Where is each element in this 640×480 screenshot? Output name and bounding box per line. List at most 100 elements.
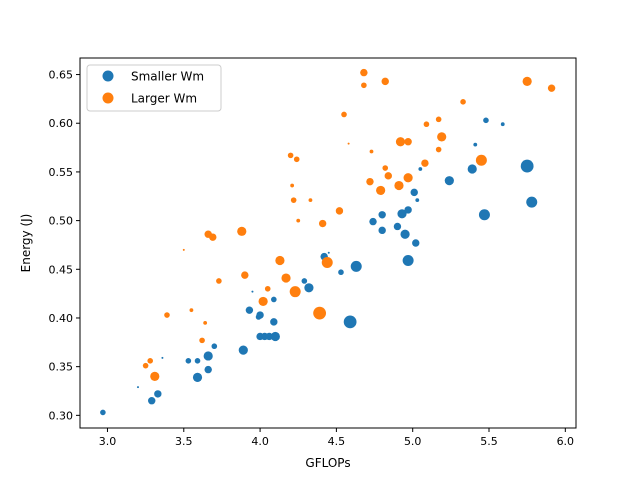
data-point [435, 116, 442, 123]
data-point [216, 278, 222, 284]
data-point [321, 256, 333, 268]
data-point [381, 77, 389, 86]
y-tick-label: 0.55 [49, 166, 74, 179]
data-point [412, 239, 420, 247]
data-point [404, 206, 412, 214]
data-point [400, 229, 410, 239]
data-point [341, 111, 347, 118]
data-point [327, 251, 330, 254]
data-point [290, 183, 295, 188]
data-point [301, 278, 308, 284]
data-point [150, 371, 160, 381]
data-point [347, 142, 350, 145]
x-axis-label: GFLOPs [305, 456, 350, 470]
data-point [423, 121, 430, 128]
x-tick-label: 5.5 [480, 435, 498, 448]
data-point [520, 159, 534, 173]
data-point [304, 283, 314, 293]
data-point [289, 286, 301, 298]
x-axis-ticks: 3.0 3.5 4.0 4.5 5.0 5.5 6.0 [99, 428, 574, 448]
y-tick-label: 0.50 [49, 215, 74, 228]
series-larger-wm [142, 68, 556, 381]
y-axis-ticks: 0.30 0.35 0.40 0.45 0.50 0.55 0.60 0.65 [49, 69, 80, 422]
data-point [366, 177, 374, 186]
data-point [194, 358, 201, 364]
data-point [136, 386, 139, 389]
data-point [343, 315, 357, 329]
data-point [154, 390, 162, 398]
data-point [275, 255, 285, 266]
data-point [483, 117, 489, 124]
data-point [264, 285, 271, 292]
legend-box [86, 64, 222, 112]
x-tick-label: 4.5 [328, 435, 346, 448]
data-points [100, 68, 556, 416]
data-point [142, 362, 149, 369]
data-point [318, 219, 327, 228]
data-point [460, 99, 466, 105]
plot-frame [79, 57, 577, 429]
data-point [203, 320, 208, 325]
x-tick-label: 5.0 [404, 435, 422, 448]
y-axis-label: Energy (J) [19, 214, 33, 273]
y-tick-label: 0.35 [49, 361, 74, 374]
series-smaller-wm [100, 117, 538, 416]
data-point [384, 172, 392, 180]
data-point [270, 331, 280, 342]
legend-marker-larger-wm [102, 92, 114, 104]
data-point [403, 173, 413, 183]
data-point [147, 358, 154, 364]
data-point [281, 273, 291, 283]
data-point [547, 84, 556, 92]
data-point [421, 159, 429, 167]
y-tick-label: 0.65 [49, 69, 74, 82]
data-point [270, 318, 278, 326]
data-point [199, 337, 205, 344]
y-tick-label: 0.45 [49, 263, 74, 276]
data-point [410, 188, 418, 197]
data-point [402, 255, 414, 267]
data-point [418, 167, 423, 171]
data-point [393, 222, 402, 231]
data-point [182, 248, 185, 251]
data-point [335, 207, 344, 215]
data-point [394, 180, 404, 191]
data-point [382, 165, 389, 171]
legend-label-smaller-wm: Smaller Wm [131, 70, 204, 84]
data-point [467, 164, 477, 174]
data-point [148, 397, 156, 405]
data-point [237, 226, 247, 236]
data-point [290, 197, 297, 203]
data-point [308, 198, 313, 203]
data-point [369, 217, 377, 226]
y-tick-label: 0.40 [49, 312, 74, 325]
data-point [361, 82, 367, 89]
y-tick-label: 0.30 [49, 409, 74, 422]
data-point [338, 269, 344, 276]
data-point [241, 271, 249, 279]
data-point [203, 351, 213, 361]
data-point [444, 176, 454, 186]
data-point [287, 152, 294, 159]
data-point [378, 226, 386, 235]
x-tick-label: 6.0 [557, 435, 575, 448]
data-point [296, 218, 301, 223]
x-tick-label: 3.5 [175, 435, 193, 448]
data-point [350, 260, 362, 272]
data-point [526, 196, 538, 208]
data-point [185, 358, 192, 364]
data-point [251, 290, 254, 293]
legend-label-larger-wm: Larger Wm [131, 92, 197, 106]
data-point [404, 138, 412, 146]
data-point [378, 211, 386, 219]
data-point [256, 311, 264, 319]
data-point [360, 68, 368, 77]
x-tick-label: 3.0 [99, 435, 117, 448]
data-point [100, 409, 106, 416]
data-point [245, 306, 254, 314]
data-point [522, 76, 532, 86]
data-point [397, 209, 407, 219]
data-point [238, 345, 248, 355]
data-point [265, 332, 273, 341]
